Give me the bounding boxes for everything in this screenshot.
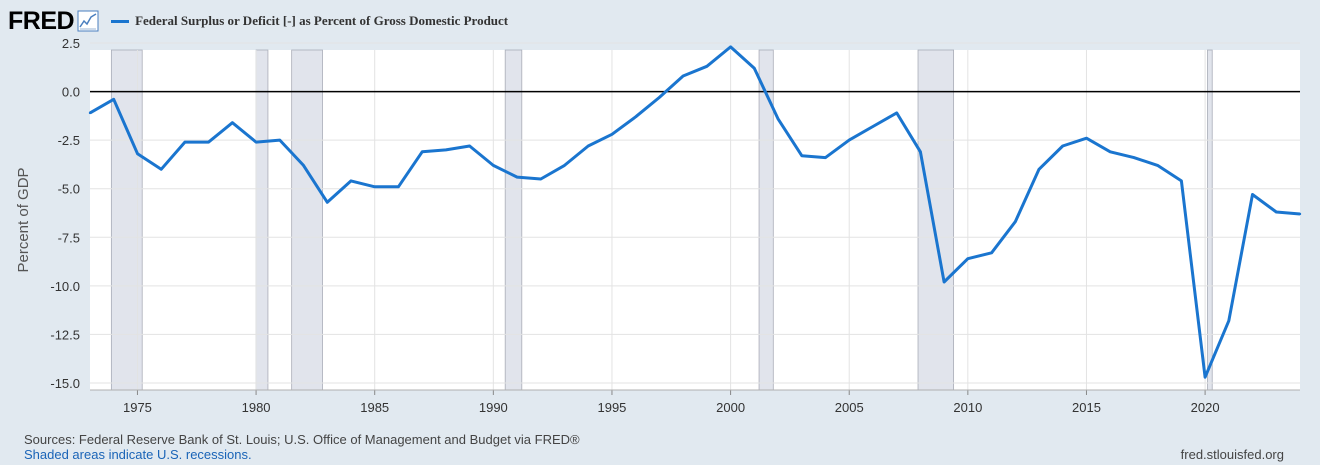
data-point: [1037, 168, 1041, 171]
data-point: [824, 156, 827, 159]
data-point: [776, 117, 780, 120]
data-point: [492, 164, 495, 167]
data-point: [1298, 212, 1302, 216]
data-point: [1014, 220, 1017, 223]
x-tick-label: 1990: [479, 400, 508, 415]
data-point: [681, 74, 685, 78]
data-point: [871, 125, 875, 128]
chart-header: FRED Federal Surplus or Deficit [-] as P…: [8, 4, 508, 38]
y-tick-label: 0.0: [62, 85, 80, 100]
y-tick-label: 2.5: [62, 36, 80, 51]
data-point: [1275, 210, 1278, 214]
x-tick-label: 1980: [242, 400, 271, 415]
data-point: [848, 138, 851, 142]
series-line: [89, 45, 1301, 379]
data-point: [420, 150, 424, 153]
data-point: [515, 175, 519, 179]
x-axis-ticks: 1975 1980 1985 1990 1995 2000 2005 2010 2015 2020: [90, 389, 1300, 415]
y-tick-label: -2.5: [58, 133, 80, 148]
data-point: [254, 140, 258, 144]
data-point: [183, 140, 187, 144]
data-point: [966, 257, 970, 260]
data-point: [1061, 144, 1064, 148]
trend-chart-icon: [77, 10, 99, 32]
site-url[interactable]: fred.stlouisfed.org: [1180, 447, 1284, 462]
data-point: [610, 133, 614, 136]
data-point: [539, 177, 542, 181]
recession-band: [917, 49, 955, 391]
recession-band: [1207, 49, 1213, 391]
y-tick-label: -10.0: [50, 279, 80, 294]
y-tick-label: -7.5: [58, 230, 80, 245]
data-point: [895, 111, 898, 115]
y-tick-label: -15.0: [50, 376, 80, 391]
data-point: [231, 121, 234, 124]
data-point: [278, 138, 282, 142]
data-point: [1085, 137, 1088, 140]
data-point: [1203, 375, 1207, 379]
data-point: [349, 179, 353, 183]
data-point: [468, 144, 471, 148]
x-tick-label: 2005: [835, 400, 864, 415]
data-point: [1227, 319, 1231, 323]
recession-band: [291, 49, 323, 391]
data-point: [919, 150, 922, 153]
data-point: [990, 251, 993, 255]
data-point: [326, 201, 329, 204]
data-point: [207, 140, 210, 144]
data-point: [942, 280, 946, 284]
data-point: [373, 185, 376, 188]
data-point: [88, 111, 92, 115]
x-tick-label: 2020: [1191, 400, 1220, 415]
y-axis-label: Percent of GDP: [15, 167, 32, 272]
x-tick-label: 2015: [1072, 400, 1101, 415]
sources-text: Sources: Federal Reserve Bank of St. Lou…: [24, 432, 580, 447]
x-tick-label: 2000: [716, 400, 745, 415]
x-tick-label: 2010: [953, 400, 982, 415]
x-tick-label: 1985: [360, 400, 389, 415]
data-point: [397, 185, 400, 188]
data-points: [88, 45, 1302, 379]
chart-footer: Sources: Federal Reserve Bank of St. Lou…: [24, 432, 580, 462]
data-point: [658, 96, 661, 99]
recession-band: [255, 49, 269, 391]
recession-band: [504, 49, 523, 391]
data-point: [1156, 164, 1159, 167]
data-point: [444, 148, 448, 152]
y-tick-label: -12.5: [50, 327, 80, 342]
data-point: [1180, 179, 1183, 183]
data-point: [705, 65, 709, 68]
fred-logo[interactable]: FRED: [8, 6, 75, 35]
data-point: [753, 67, 756, 70]
y-tick-label: -5.0: [58, 182, 80, 197]
data-point: [159, 168, 163, 171]
data-point: [1251, 193, 1254, 196]
y-axis-ticks: 2.5 0.0 -2.5 -5.0 -7.5 -10.0 -12.5 -15.0: [50, 36, 80, 391]
x-tick-label: 1975: [123, 400, 152, 415]
recession-note[interactable]: Shaded areas indicate U.S. recessions.: [24, 447, 252, 462]
data-point: [800, 154, 803, 157]
data-point: [729, 45, 732, 49]
data-point: [587, 144, 590, 148]
grid-lines: [90, 42, 1300, 390]
data-point: [1132, 156, 1136, 159]
plot-area: [90, 50, 1300, 390]
chart-legend: Federal Surplus or Deficit [-] as Percen…: [111, 13, 508, 29]
data-point: [136, 152, 139, 155]
legend-swatch: [111, 19, 130, 23]
data-point: [302, 164, 305, 167]
data-point: [634, 115, 637, 119]
data-point: [563, 164, 566, 167]
legend-label: Federal Surplus or Deficit [-] as Percen…: [135, 13, 509, 28]
x-tick-label: 1995: [597, 400, 626, 415]
data-point: [112, 98, 115, 101]
data-point: [1108, 150, 1112, 153]
